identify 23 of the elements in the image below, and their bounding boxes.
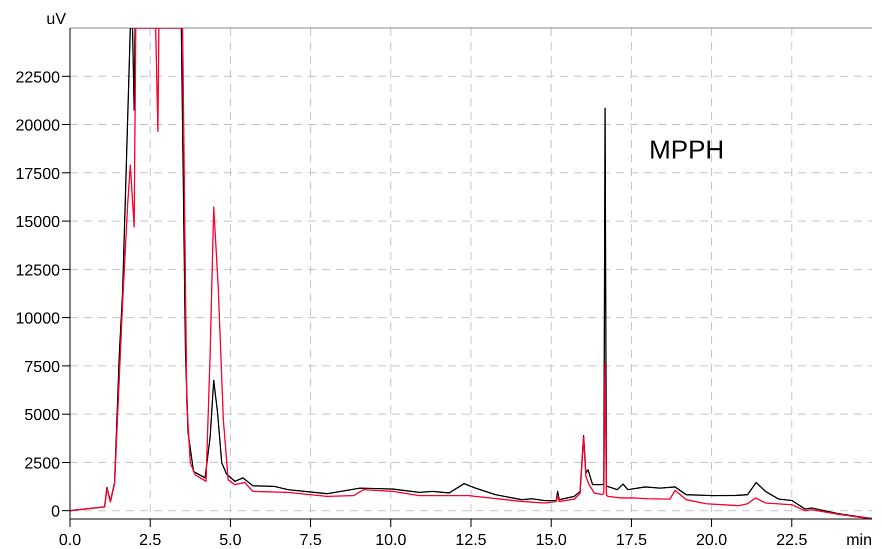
x-tick-label: 15.0 bbox=[536, 532, 567, 549]
x-tick-label: 5.0 bbox=[219, 532, 242, 549]
y-tick-label: 22500 bbox=[16, 69, 60, 86]
x-tick-label: 20.0 bbox=[696, 532, 728, 549]
y-tick-label: 10000 bbox=[16, 310, 60, 328]
y-tick-label: 2500 bbox=[24, 455, 60, 472]
y-tick-label: 17500 bbox=[16, 166, 60, 183]
x-tick-label: 22.5 bbox=[776, 532, 808, 549]
x-tick-label: 7.5 bbox=[299, 532, 322, 549]
y-tick-label: 5000 bbox=[24, 407, 60, 424]
annotation: MPPH bbox=[649, 134, 724, 164]
y-tick-label: 20000 bbox=[16, 118, 60, 135]
x-tick-label: 12.5 bbox=[455, 532, 487, 549]
y-tick-label: 0 bbox=[51, 504, 60, 521]
y-tick-label: 12500 bbox=[16, 262, 60, 280]
x-tick-label: 10.0 bbox=[375, 532, 406, 549]
x-tick-label: 2.5 bbox=[139, 532, 162, 549]
x-tick-label: 0.0 bbox=[58, 532, 82, 549]
y-tick-label: 15000 bbox=[16, 214, 60, 232]
x-tick-label: 17.5 bbox=[616, 532, 648, 549]
y-axis-title: uV bbox=[46, 11, 66, 28]
x-axis-title: min bbox=[846, 532, 872, 549]
y-tick-label: 7500 bbox=[24, 358, 60, 376]
